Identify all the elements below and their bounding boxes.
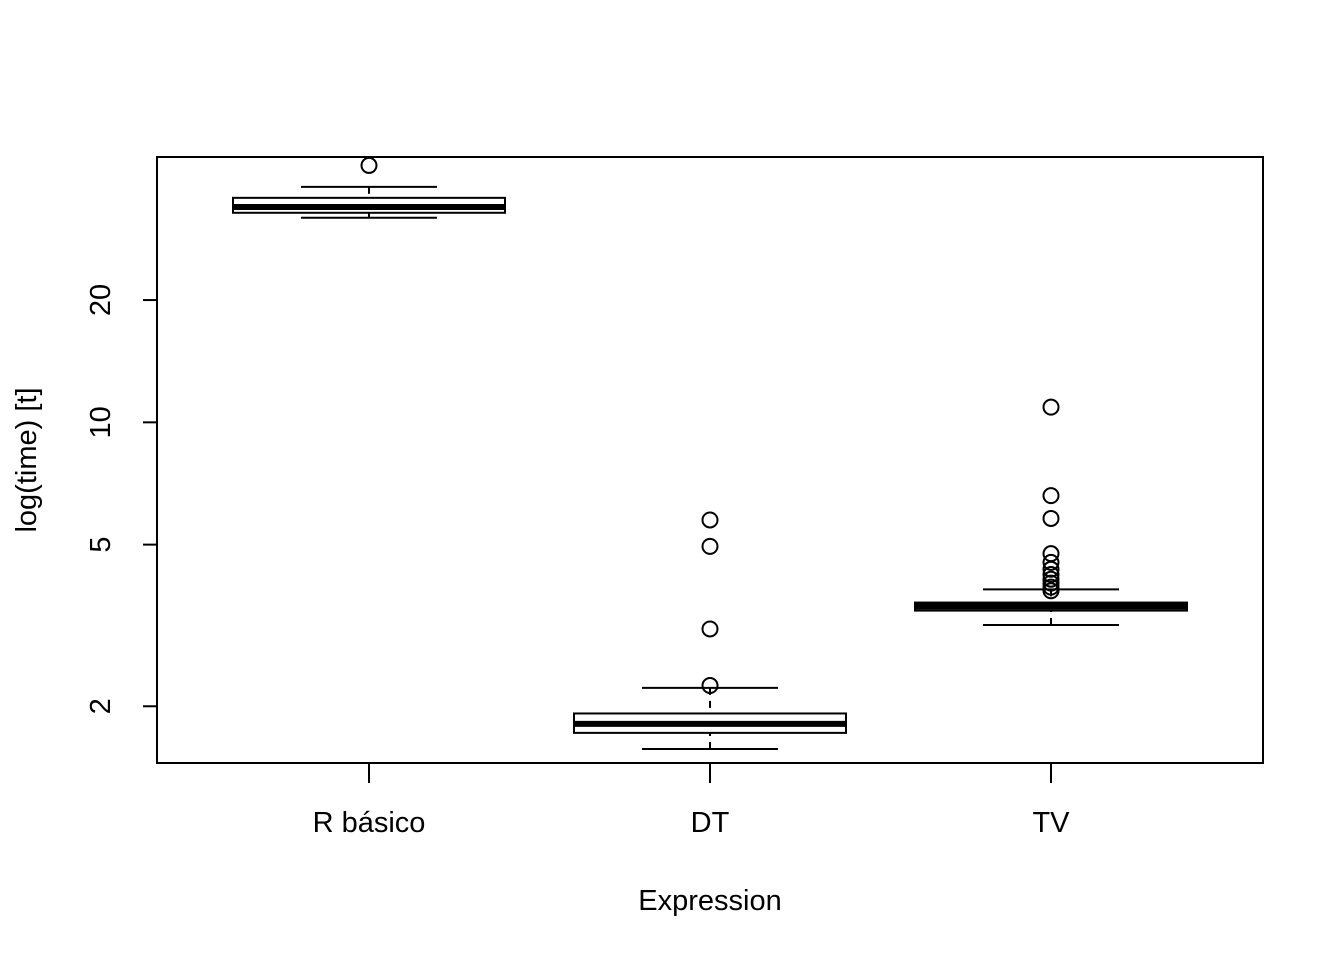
y-tick-label: 5	[85, 537, 117, 553]
outlier-point	[1042, 487, 1060, 505]
x-axis: R básico DT TV	[313, 763, 1070, 839]
outlier-point	[701, 676, 719, 694]
outlier-point	[701, 537, 719, 555]
outlier-point	[1042, 398, 1060, 416]
x-tick-label: TV	[1032, 807, 1070, 839]
outlier-point	[1042, 570, 1060, 588]
outlier-point	[701, 620, 719, 638]
x-tick-label: R básico	[313, 807, 426, 839]
outlier-point	[1042, 553, 1060, 571]
plot-frame	[156, 156, 1264, 764]
box-group	[232, 156, 506, 219]
y-axis-title: log(time) [t]	[11, 387, 43, 532]
y-tick-label: 2	[85, 698, 117, 714]
x-axis-title: Expression	[638, 885, 781, 917]
y-axis: 2 5 10 20	[85, 284, 157, 714]
y-tick-label: 20	[85, 284, 117, 316]
y-tick-label: 10	[85, 406, 117, 438]
outlier-point	[360, 156, 378, 174]
outlier-point	[1042, 545, 1060, 563]
outlier-point	[1042, 509, 1060, 527]
box-series	[232, 156, 1188, 750]
x-tick-label: DT	[691, 807, 730, 839]
outlier-point	[1042, 566, 1060, 584]
outlier-point	[701, 511, 719, 529]
box-group	[573, 511, 847, 750]
box-group	[914, 398, 1188, 627]
